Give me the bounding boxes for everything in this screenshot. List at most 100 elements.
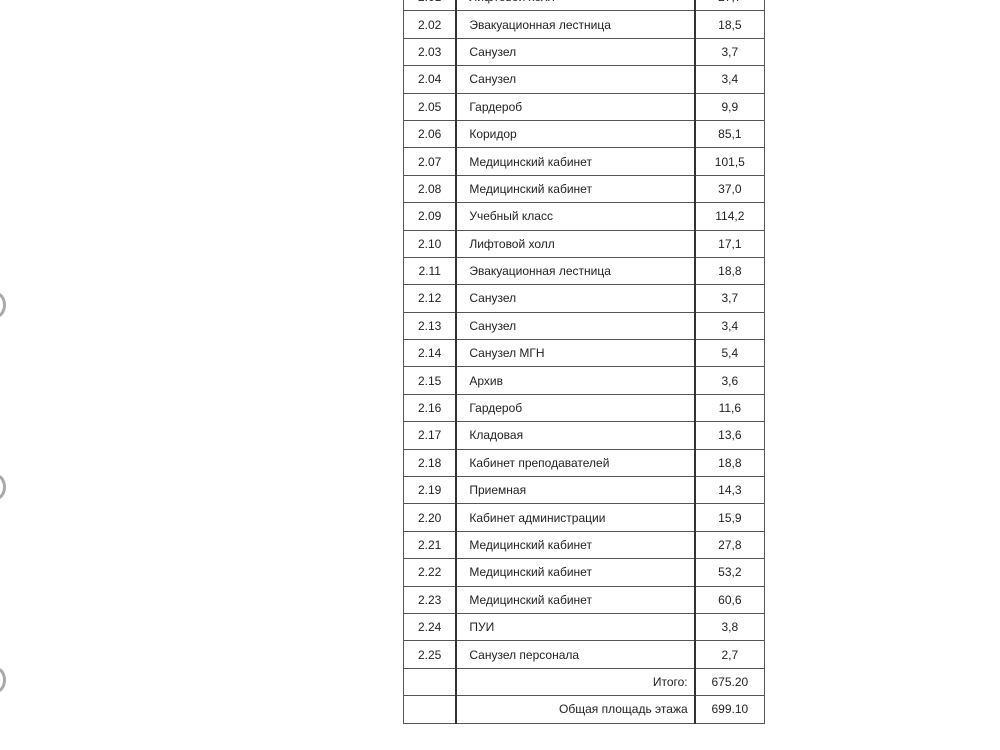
table-row: 2.19 Приемная 14,3 bbox=[403, 476, 765, 505]
binder-hole bbox=[0, 474, 6, 500]
room-name: Кладовая bbox=[455, 421, 696, 450]
room-name: Медицинский кабинет bbox=[455, 174, 696, 204]
table-row: 2.03 Санузел 3,7 bbox=[403, 37, 765, 67]
room-number: 2.13 bbox=[403, 311, 457, 341]
room-number: 2.20 bbox=[403, 503, 457, 532]
room-area: 18,8 bbox=[694, 448, 765, 478]
table-row: 2.05 Гардероб 9,9 bbox=[403, 92, 765, 121]
room-name: Медицинский кабинет bbox=[455, 147, 696, 176]
room-area: 27,8 bbox=[694, 530, 765, 560]
room-name: Санузел bbox=[455, 37, 696, 67]
room-area: 3,7 bbox=[694, 37, 765, 67]
room-name: Гардероб bbox=[455, 393, 696, 423]
total-label: Общая площадь этажа bbox=[455, 695, 696, 724]
table-row: 2.24 ПУИ 3,8 bbox=[403, 612, 765, 642]
table-row: 2.02 Эвакуационная лестница 18,5 bbox=[403, 10, 765, 39]
room-number: 2.12 bbox=[403, 284, 457, 313]
room-name: ПУИ bbox=[455, 612, 696, 642]
room-area: 3,4 bbox=[694, 65, 765, 94]
room-name: Эвакуационная лестница bbox=[455, 10, 696, 39]
room-number: 2.24 bbox=[403, 612, 457, 642]
room-area: 3,7 bbox=[694, 284, 765, 313]
room-area: 114,2 bbox=[694, 202, 765, 231]
total-row: Общая площадь этажа 699.10 bbox=[403, 695, 765, 724]
room-number: 2.18 bbox=[403, 448, 457, 478]
room-number: 2.14 bbox=[403, 339, 457, 368]
table-row: 2.22 Медицинский кабинет 53,2 bbox=[403, 558, 765, 587]
table-row: 2.16 Гардероб 11,6 bbox=[403, 393, 765, 423]
room-number: 2.05 bbox=[403, 92, 457, 121]
room-number: 2.04 bbox=[403, 65, 457, 94]
room-name: Санузел bbox=[455, 311, 696, 341]
room-name: Коридор bbox=[455, 119, 696, 149]
binder-hole bbox=[0, 292, 6, 318]
table-row: 2.10 Лифтовой холл 17,1 bbox=[403, 229, 765, 258]
room-number: 2.11 bbox=[403, 256, 457, 286]
room-name: Санузел bbox=[455, 65, 696, 94]
room-area: 37,0 bbox=[694, 174, 765, 204]
room-name: Эвакуационная лестница bbox=[455, 256, 696, 286]
room-number: 2.17 bbox=[403, 421, 457, 450]
table-row: 2.13 Санузел 3,4 bbox=[403, 311, 765, 341]
room-area: 18,8 bbox=[694, 256, 765, 286]
room-area: 5,4 bbox=[694, 339, 765, 368]
room-name: Архив bbox=[455, 366, 696, 395]
table-row: 2.14 Санузел МГН 5,4 bbox=[403, 339, 765, 368]
table-row: 2.18 Кабинет преподавателей 18,8 bbox=[403, 448, 765, 478]
table-row: 2.15 Архив 3,6 bbox=[403, 366, 765, 395]
room-number: 2.07 bbox=[403, 147, 457, 176]
table-row: 2.25 Санузел персонала 2,7 bbox=[403, 640, 765, 669]
room-area: 17,1 bbox=[694, 229, 765, 258]
room-number: 2.06 bbox=[403, 119, 457, 149]
room-name: Санузел персонала bbox=[455, 640, 696, 669]
room-number: 2.08 bbox=[403, 174, 457, 204]
table-row: 2.06 Коридор 85,1 bbox=[403, 119, 765, 149]
room-name: Медицинский кабинет bbox=[455, 558, 696, 587]
subtotal-label: Итого: bbox=[455, 667, 696, 697]
room-number: 2.15 bbox=[403, 366, 457, 395]
room-number: 2.16 bbox=[403, 393, 457, 423]
room-number: 2.23 bbox=[403, 585, 457, 614]
room-area: 85,1 bbox=[694, 119, 765, 149]
room-number: 2.19 bbox=[403, 476, 457, 505]
room-number: 2.21 bbox=[403, 530, 457, 560]
table-row: 2.07 Медицинский кабинет 101,5 bbox=[403, 147, 765, 176]
room-name: Лифтовой холл bbox=[455, 229, 696, 258]
room-name: Медицинский кабинет bbox=[455, 585, 696, 614]
room-area: 60,6 bbox=[694, 585, 765, 614]
room-area: 14,3 bbox=[694, 476, 765, 505]
table-row: 2.11 Эвакуационная лестница 18,8 bbox=[403, 256, 765, 286]
room-name: Лифтовой холл bbox=[455, 0, 696, 12]
room-number: 2.10 bbox=[403, 229, 457, 258]
room-area: 11,6 bbox=[694, 393, 765, 423]
room-area: 3,4 bbox=[694, 311, 765, 341]
room-number: 2.25 bbox=[403, 640, 457, 669]
subtotal-row: Итого: 675.20 bbox=[403, 667, 765, 697]
table-row: 2.01Лифтовой холл27,7 bbox=[403, 0, 765, 12]
room-name: Учебный класс bbox=[455, 202, 696, 231]
room-name: Гардероб bbox=[455, 92, 696, 121]
table-row: 2.17 Кладовая 13,6 bbox=[403, 421, 765, 450]
room-number: 2.09 bbox=[403, 202, 457, 231]
table-row: 2.21 Медицинский кабинет 27,8 bbox=[403, 530, 765, 560]
room-area: 9,9 bbox=[694, 92, 765, 121]
room-area: 101,5 bbox=[694, 147, 765, 176]
table-row: 2.08 Медицинский кабинет 37,0 bbox=[403, 174, 765, 204]
room-name: Приемная bbox=[455, 476, 696, 505]
subtotal-value: 675.20 bbox=[694, 667, 765, 697]
table-row: 2.04 Санузел 3,4 bbox=[403, 65, 765, 94]
room-area: 15,9 bbox=[694, 503, 765, 532]
room-number: 2.02 bbox=[403, 10, 457, 39]
table-row: 2.12 Санузел 3,7 bbox=[403, 284, 765, 313]
room-name: Санузел МГН bbox=[455, 339, 696, 368]
table-row: 2.09 Учебный класс 114,2 bbox=[403, 202, 765, 231]
room-name: Санузел bbox=[455, 284, 696, 313]
room-area: 13,6 bbox=[694, 421, 765, 450]
room-number: 2.03 bbox=[403, 37, 457, 67]
room-name: Кабинет преподавателей bbox=[455, 448, 696, 478]
total-value: 699.10 bbox=[694, 695, 765, 724]
table-row: 2.20 Кабинет администрации 15,9 bbox=[403, 503, 765, 532]
room-area: 3,6 bbox=[694, 366, 765, 395]
room-area: 18,5 bbox=[694, 10, 765, 39]
